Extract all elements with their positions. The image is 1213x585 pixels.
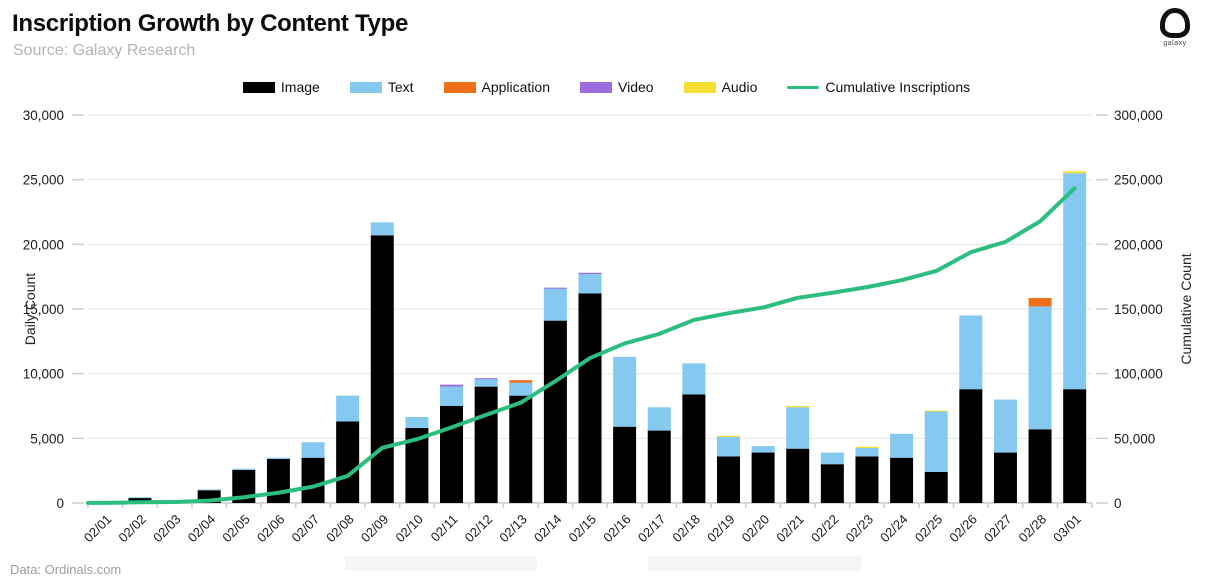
- legend-item-cumulative: Cumulative Inscriptions: [787, 79, 970, 95]
- legend-label: Text: [387, 79, 414, 95]
- svg-text:02/08: 02/08: [323, 512, 357, 546]
- svg-text:02/11: 02/11: [428, 512, 461, 545]
- legend-label: Application: [481, 79, 551, 95]
- svg-text:02/12: 02/12: [462, 512, 496, 546]
- svg-text:02/22: 02/22: [808, 512, 842, 546]
- svg-text:02/14: 02/14: [531, 512, 565, 546]
- svg-text:02/21: 02/21: [773, 512, 807, 546]
- svg-text:150,000: 150,000: [1114, 302, 1163, 317]
- svg-text:200,000: 200,000: [1114, 237, 1163, 252]
- svg-text:02/04: 02/04: [185, 512, 219, 546]
- legend-item-video: Video: [580, 79, 654, 95]
- legend-label: Image: [280, 79, 320, 95]
- svg-text:02/28: 02/28: [1016, 512, 1050, 546]
- svg-text:10,000: 10,000: [23, 367, 64, 382]
- video-swatch-icon: [580, 81, 612, 93]
- galaxy-logo-icon: [1160, 8, 1190, 38]
- svg-text:50,000: 50,000: [1114, 431, 1155, 446]
- svg-text:20,000: 20,000: [23, 237, 64, 252]
- image-swatch-icon: [242, 81, 275, 93]
- watermark-smudge: [648, 556, 862, 571]
- svg-text:02/18: 02/18: [669, 512, 703, 546]
- data-source-note: Data: Ordinals.com: [10, 562, 122, 577]
- svg-text:02/27: 02/27: [981, 512, 1015, 546]
- chart-title: Inscription Growth by Content Type: [12, 10, 409, 37]
- svg-text:0: 0: [1114, 496, 1122, 511]
- svg-text:03/01: 03/01: [1050, 512, 1084, 546]
- legend-label: Video: [618, 79, 654, 95]
- svg-text:02/05: 02/05: [219, 512, 253, 546]
- svg-text:15,000: 15,000: [23, 302, 64, 317]
- svg-text:100,000: 100,000: [1114, 367, 1163, 382]
- svg-text:02/26: 02/26: [946, 512, 980, 546]
- svg-text:02/24: 02/24: [877, 512, 911, 546]
- text-swatch-icon: [349, 81, 382, 93]
- svg-text:02/19: 02/19: [704, 512, 738, 546]
- legend-item-application: Application: [443, 79, 551, 95]
- legend-label: Cumulative Inscriptions: [825, 79, 971, 95]
- application-swatch-icon: [443, 81, 476, 93]
- svg-text:02/13: 02/13: [496, 512, 530, 546]
- galaxy-logo-label: galaxy: [1163, 40, 1187, 47]
- svg-text:02/10: 02/10: [392, 512, 426, 546]
- svg-text:02/03: 02/03: [150, 512, 184, 546]
- svg-text:02/06: 02/06: [254, 512, 288, 546]
- watermark-smudge: [345, 556, 537, 571]
- audio-swatch-icon: [683, 81, 716, 93]
- svg-text:5,000: 5,000: [30, 431, 64, 446]
- svg-text:02/01: 02/01: [81, 512, 115, 546]
- svg-text:02/07: 02/07: [289, 512, 323, 546]
- chart-source: Source: Galaxy Research: [13, 42, 196, 59]
- cumulative-line-swatch-icon: [787, 85, 820, 89]
- svg-text:02/16: 02/16: [600, 512, 634, 546]
- legend: Image Text Application Video Audio Cumul…: [0, 79, 1213, 95]
- legend-item-text: Text: [349, 79, 414, 95]
- legend-label: Audio: [721, 79, 758, 95]
- svg-text:250,000: 250,000: [1114, 173, 1163, 188]
- svg-text:25,000: 25,000: [23, 173, 64, 188]
- galaxy-logo: galaxy: [1149, 8, 1201, 47]
- legend-item-image: Image: [242, 79, 320, 95]
- legend-item-audio: Audio: [683, 79, 758, 95]
- svg-text:02/15: 02/15: [566, 512, 600, 546]
- svg-text:02/17: 02/17: [635, 512, 669, 546]
- svg-text:300,000: 300,000: [1114, 108, 1163, 123]
- svg-text:02/09: 02/09: [358, 512, 392, 546]
- svg-text:30,000: 30,000: [23, 108, 64, 123]
- svg-text:02/25: 02/25: [912, 512, 946, 546]
- right-axis-title: Cumulative Count: [1178, 253, 1194, 365]
- svg-text:0: 0: [56, 496, 64, 511]
- svg-text:02/20: 02/20: [739, 512, 773, 546]
- svg-text:02/23: 02/23: [842, 512, 876, 546]
- svg-text:02/02: 02/02: [115, 512, 149, 546]
- left-axis-title: Daily Count: [22, 272, 38, 346]
